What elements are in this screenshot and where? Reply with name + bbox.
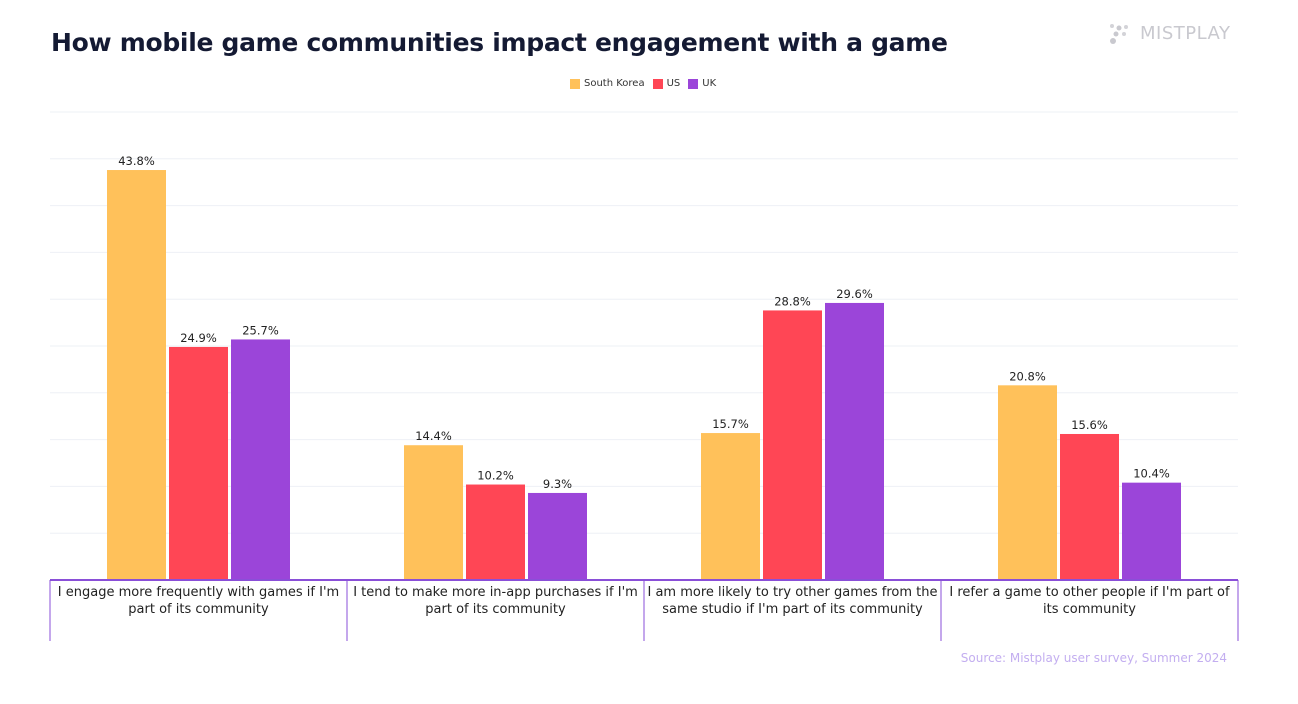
data-label: 28.8%	[774, 294, 811, 308]
bar	[107, 170, 166, 581]
legend-label: UK	[702, 78, 717, 89]
legend-swatch	[688, 78, 699, 89]
data-label: 9.3%	[543, 477, 572, 491]
bar	[466, 484, 525, 580]
source-note: Source: Mistplay user survey, Summer 202…	[960, 651, 1227, 665]
category-label: I refer a game to other people if I'm pa…	[949, 585, 1230, 617]
data-label: 14.4%	[415, 429, 452, 443]
chart-title: How mobile game communities impact engag…	[51, 28, 948, 57]
legend: South Korea US UK	[570, 78, 716, 89]
bar	[763, 310, 822, 580]
mistplay-logo: MISTPLAY	[1108, 22, 1230, 44]
data-label: 25.7%	[242, 323, 279, 337]
legend-item: US	[652, 78, 681, 89]
legend-label: US	[666, 78, 681, 89]
bar	[825, 302, 884, 580]
legend-swatch	[570, 78, 580, 89]
bar	[528, 492, 587, 580]
data-label: 15.7%	[712, 417, 749, 431]
data-label: 20.8%	[1009, 369, 1046, 383]
bar	[998, 385, 1057, 580]
category-label: I tend to make more in-app purchases if …	[353, 585, 638, 617]
data-label: 15.6%	[1071, 418, 1108, 432]
bar	[404, 445, 463, 580]
category-label: I am more likely to try other games from…	[647, 585, 938, 617]
data-label: 29.6%	[836, 287, 873, 301]
legend-label: South Korea	[584, 78, 645, 89]
data-label: 10.2%	[477, 469, 514, 483]
bar	[1060, 433, 1119, 580]
data-label: 10.4%	[1133, 467, 1170, 481]
legend-item: South Korea	[570, 78, 645, 89]
category-label: I engage more frequently with games if I…	[57, 585, 340, 617]
logo-text: MISTPLAY	[1140, 22, 1231, 44]
bar	[169, 346, 228, 580]
bar	[1122, 482, 1181, 580]
legend-item: UK	[688, 78, 716, 89]
bar	[701, 433, 760, 580]
bar	[231, 339, 290, 580]
legend-swatch	[652, 78, 663, 89]
logo-dots-icon	[1110, 24, 1128, 44]
data-label: 24.9%	[180, 331, 217, 345]
data-label: 43.8%	[118, 154, 155, 168]
